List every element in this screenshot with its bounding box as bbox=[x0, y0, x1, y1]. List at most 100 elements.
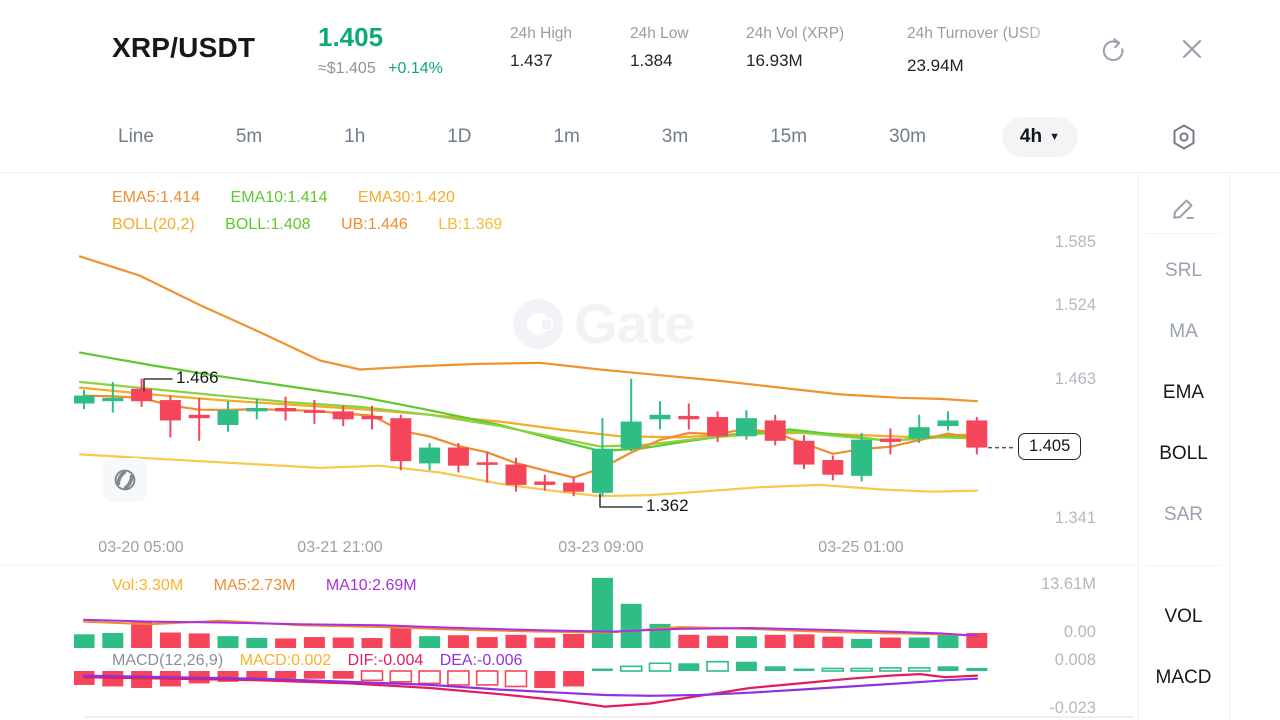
stat-label: 24h Vol (XRP) bbox=[746, 25, 845, 42]
ema-legend: EMA5:1.414 EMA10:1.414 EMA30:1.420 bbox=[112, 189, 481, 207]
tab-1h[interactable]: 1h bbox=[338, 118, 371, 156]
tab-label: 3m bbox=[661, 126, 689, 147]
gate-logo-icon bbox=[513, 298, 563, 349]
ema5-legend: EMA5:1.414 bbox=[112, 189, 201, 206]
tab-15m[interactable]: 15m bbox=[764, 118, 813, 156]
sidebar-item-ema[interactable]: EMA bbox=[1162, 382, 1205, 403]
stat-label: 24h High bbox=[510, 25, 573, 42]
dea-legend: DEA:-0.006 bbox=[439, 652, 523, 669]
tab-label: 30m bbox=[889, 126, 926, 147]
tab-3m[interactable]: 3m bbox=[656, 118, 694, 156]
stat-24h-low: 24h Low 1.384 bbox=[630, 25, 820, 71]
boll-params-legend: BOLL(20,2) bbox=[112, 216, 195, 233]
sidebar-divider bbox=[1146, 233, 1221, 234]
macd-legend: MACD(12,26,9) MACD:0.002 DIF:-0.004 DEA:… bbox=[112, 652, 548, 670]
macd-axis-tick: -0.023 bbox=[1049, 699, 1096, 717]
tab-label: 1D bbox=[447, 126, 472, 147]
vol-legend: Vol:3.30M bbox=[112, 577, 184, 594]
last-price: 1.405 bbox=[318, 22, 384, 52]
stat-value: 16.93M bbox=[746, 51, 803, 70]
boll-legend: BOLL(20,2) BOLL:1.408 UB:1.446 LB:1.369 bbox=[112, 216, 528, 234]
tab-5m[interactable]: 5m bbox=[230, 118, 268, 156]
price-axis-tick: 1.585 bbox=[1054, 233, 1096, 251]
pencil-icon bbox=[1173, 199, 1194, 219]
macd-value-legend: MACD:0.002 bbox=[239, 652, 332, 669]
dif-legend: DIF:-0.004 bbox=[347, 652, 424, 669]
sidebar-item-srl[interactable]: SRL bbox=[1165, 260, 1202, 281]
boll-lb-legend: LB:1.369 bbox=[438, 216, 503, 233]
price-annotation: 1.362 bbox=[646, 496, 689, 515]
rotate-screen-button[interactable] bbox=[103, 458, 147, 502]
ema30-legend: EMA30:1.420 bbox=[357, 189, 455, 206]
sidebar-divider bbox=[1146, 565, 1221, 566]
pair-title: XRP/USDT bbox=[112, 32, 256, 63]
change-percent: +0.14% bbox=[388, 60, 443, 77]
tab-4h[interactable]: 4h ▼ bbox=[1001, 117, 1078, 157]
time-axis-tick: 03-25 01:00 bbox=[818, 539, 904, 556]
stat-value: 23.94M bbox=[907, 56, 964, 75]
vol-ma10-legend: MA10:2.69M bbox=[325, 577, 417, 594]
stat-24h-high: 24h High 1.437 bbox=[510, 25, 700, 71]
price-subline: ≈$1.405 +0.14% bbox=[318, 60, 443, 78]
tab-1m[interactable]: 1m bbox=[547, 118, 585, 156]
price-axis-tick: 1.463 bbox=[1054, 370, 1096, 388]
tab-label: 5m bbox=[235, 126, 263, 147]
volume-axis-tick: 0.00 bbox=[1063, 623, 1096, 641]
sidebar-right-divider bbox=[1229, 172, 1230, 720]
stat-24h-turnover: 24h Turnover (USD 23.94M bbox=[907, 25, 1097, 76]
gate-watermark: Gate bbox=[512, 291, 695, 356]
time-axis-tick: 03-23 09:00 bbox=[558, 539, 644, 556]
tab-label: 1h bbox=[344, 126, 366, 147]
chart-settings-button[interactable] bbox=[1169, 122, 1199, 157]
tab-label: 15m bbox=[770, 126, 808, 147]
price-axis-tick: 1.341 bbox=[1054, 509, 1096, 527]
stat-label: 24h Low bbox=[630, 25, 689, 42]
macd-layer bbox=[74, 660, 988, 708]
sidebar-item-boll[interactable]: BOLL bbox=[1159, 443, 1208, 464]
tab-1d[interactable]: 1D bbox=[441, 118, 477, 156]
interval-tabs: Line 5m 1h 1D 1m 3m 15m 30m 4h ▼ bbox=[112, 113, 1078, 161]
stat-value: 1.437 bbox=[510, 51, 553, 70]
header-divider bbox=[0, 172, 1280, 173]
refresh-button[interactable] bbox=[1099, 36, 1127, 69]
sidebar-item-macd[interactable]: MACD bbox=[1155, 667, 1212, 688]
tab-label: 1m bbox=[553, 126, 580, 147]
macd-axis-tick: 0.008 bbox=[1054, 651, 1096, 669]
sidebar-item-sar[interactable]: SAR bbox=[1163, 504, 1204, 525]
rotate-screen-icon bbox=[114, 469, 136, 491]
volume-legend: Vol:3.30M MA5:2.73M MA10:2.69M bbox=[112, 577, 443, 595]
refresh-icon bbox=[1102, 38, 1124, 62]
sidebar-item-vol[interactable]: VOL bbox=[1164, 606, 1203, 627]
close-icon bbox=[1182, 39, 1202, 59]
approx-fiat-price: ≈$1.405 bbox=[318, 60, 376, 77]
edit-drawing-button[interactable] bbox=[1168, 194, 1198, 229]
tab-30m[interactable]: 30m bbox=[883, 118, 932, 156]
tab-label: Line bbox=[118, 126, 154, 147]
time-axis-tick: 03-21 21:00 bbox=[297, 539, 383, 556]
volume-layer bbox=[74, 577, 988, 648]
boll-ub-legend: UB:1.446 bbox=[341, 216, 408, 233]
vol-ma5-legend: MA5:2.73M bbox=[213, 577, 296, 594]
hexagon-settings-icon bbox=[1173, 124, 1195, 150]
sidebar-item-ma[interactable]: MA bbox=[1169, 321, 1198, 342]
stat-24h-vol: 24h Vol (XRP) 16.93M bbox=[746, 25, 936, 71]
stat-value: 1.384 bbox=[630, 51, 673, 70]
stat-label: 24h Turnover (USD bbox=[907, 25, 1085, 43]
price-annotation: 1.466 bbox=[176, 368, 219, 387]
tab-line[interactable]: Line bbox=[112, 118, 160, 156]
last-price-tag: 1.405 bbox=[1018, 432, 1082, 460]
chevron-down-icon: ▼ bbox=[1049, 131, 1060, 143]
tab-label: 4h bbox=[1019, 126, 1043, 147]
candles-layer bbox=[74, 378, 988, 497]
macd-params-legend: MACD(12,26,9) bbox=[112, 652, 224, 669]
boll-mid-legend: BOLL:1.408 bbox=[225, 216, 311, 233]
bottom-edge-line bbox=[84, 716, 1134, 718]
volume-axis-tick: 13.61M bbox=[1040, 575, 1096, 593]
price-axis-tick: 1.524 bbox=[1054, 296, 1096, 314]
watermark-text: Gate bbox=[574, 292, 695, 355]
close-button[interactable] bbox=[1180, 37, 1204, 66]
